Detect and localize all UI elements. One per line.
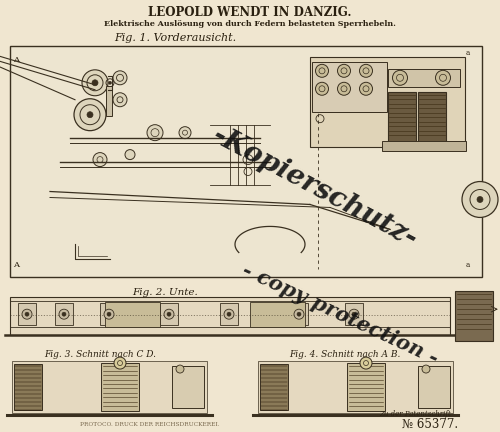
Bar bbox=[312, 62, 387, 112]
Circle shape bbox=[164, 309, 174, 319]
Circle shape bbox=[147, 125, 163, 141]
Circle shape bbox=[25, 312, 29, 316]
Circle shape bbox=[360, 357, 372, 369]
Circle shape bbox=[113, 93, 127, 107]
Circle shape bbox=[294, 309, 304, 319]
Text: PROTOCO. DRUCK DER REICHSDRUCKEREI.: PROTOCO. DRUCK DER REICHSDRUCKEREI. bbox=[80, 422, 220, 427]
Bar bbox=[290, 303, 308, 325]
Text: Fig. 4. Schnitt nach A B.: Fig. 4. Schnitt nach A B. bbox=[290, 349, 401, 359]
Circle shape bbox=[338, 82, 350, 95]
Circle shape bbox=[360, 82, 372, 95]
Text: A: A bbox=[13, 56, 19, 64]
Bar bbox=[258, 361, 453, 413]
Text: a: a bbox=[466, 49, 470, 57]
Circle shape bbox=[125, 149, 135, 159]
Text: A: A bbox=[13, 261, 19, 269]
Circle shape bbox=[62, 312, 66, 316]
Circle shape bbox=[113, 71, 127, 85]
Bar bbox=[100, 303, 118, 325]
Circle shape bbox=[297, 312, 301, 316]
Circle shape bbox=[227, 312, 231, 316]
Circle shape bbox=[92, 80, 98, 86]
Bar bbox=[418, 366, 450, 408]
Circle shape bbox=[422, 365, 430, 373]
Bar bbox=[388, 69, 460, 87]
Circle shape bbox=[82, 70, 108, 96]
Text: LEOPOLD WENDT IN DANZIG.: LEOPOLD WENDT IN DANZIG. bbox=[148, 6, 352, 19]
Bar bbox=[101, 363, 139, 411]
Text: Zu der Patentschrift: Zu der Patentschrift bbox=[379, 410, 451, 418]
Circle shape bbox=[338, 64, 350, 77]
Bar bbox=[105, 302, 160, 327]
Circle shape bbox=[477, 197, 483, 203]
Circle shape bbox=[316, 64, 328, 77]
Bar bbox=[455, 291, 493, 341]
Circle shape bbox=[352, 312, 356, 316]
Bar bbox=[347, 363, 385, 411]
Circle shape bbox=[59, 309, 69, 319]
Bar bbox=[418, 92, 446, 142]
Circle shape bbox=[22, 309, 32, 319]
Bar bbox=[55, 303, 73, 325]
Bar bbox=[12, 361, 207, 413]
Bar bbox=[310, 57, 465, 146]
Bar bbox=[250, 302, 305, 327]
Circle shape bbox=[224, 309, 234, 319]
Circle shape bbox=[360, 64, 372, 77]
Bar bbox=[106, 86, 112, 116]
Bar bbox=[345, 303, 363, 325]
Circle shape bbox=[108, 81, 112, 84]
Circle shape bbox=[104, 309, 114, 319]
Text: Fig. 3. Schnitt nach C D.: Fig. 3. Schnitt nach C D. bbox=[44, 349, 156, 359]
Circle shape bbox=[179, 127, 191, 139]
Text: Elektrische Auslösung von durch Federn belasteten Sperrhebeln.: Elektrische Auslösung von durch Federn b… bbox=[104, 20, 396, 28]
Circle shape bbox=[176, 365, 184, 373]
Text: Fig. 2. Unte.: Fig. 2. Unte. bbox=[132, 288, 198, 297]
Circle shape bbox=[87, 112, 93, 118]
Bar bbox=[388, 92, 416, 142]
Circle shape bbox=[167, 312, 171, 316]
Bar bbox=[14, 364, 42, 410]
Bar bbox=[220, 303, 238, 325]
Circle shape bbox=[74, 99, 106, 130]
Circle shape bbox=[107, 312, 111, 316]
Bar bbox=[160, 303, 178, 325]
Bar bbox=[10, 46, 482, 277]
Circle shape bbox=[93, 152, 107, 167]
Bar bbox=[10, 297, 450, 335]
Text: № 65377.: № 65377. bbox=[402, 417, 458, 430]
Text: a: a bbox=[466, 261, 470, 269]
Circle shape bbox=[349, 309, 359, 319]
Circle shape bbox=[316, 82, 328, 95]
Bar bbox=[260, 364, 288, 410]
Circle shape bbox=[392, 70, 407, 85]
Bar bbox=[172, 366, 204, 408]
Circle shape bbox=[436, 70, 450, 85]
Circle shape bbox=[462, 181, 498, 217]
Text: Fig. 1. Vorderausicht.: Fig. 1. Vorderausicht. bbox=[114, 33, 236, 43]
Text: - copy protection -: - copy protection - bbox=[239, 260, 441, 368]
Circle shape bbox=[114, 357, 126, 369]
Bar bbox=[382, 141, 466, 151]
Text: -Kopierschutz-: -Kopierschutz- bbox=[208, 122, 422, 253]
Bar bbox=[18, 303, 36, 325]
